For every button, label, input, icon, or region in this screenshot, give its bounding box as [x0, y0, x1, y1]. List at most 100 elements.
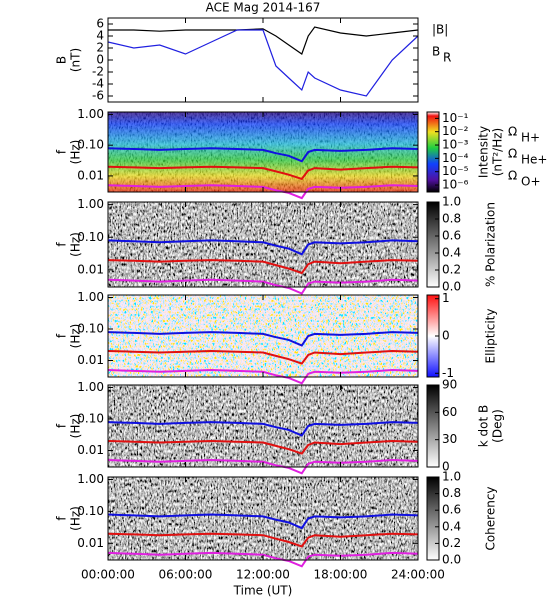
- y-tick-label: 6: [96, 17, 104, 31]
- y-tick-label: 1.00: [77, 197, 104, 211]
- data-line: [107, 349, 419, 365]
- colorbar-tick-label: 1.0: [442, 470, 461, 484]
- data-line: [107, 165, 419, 181]
- y-tick-label: 1.00: [77, 107, 104, 121]
- x-tick-label: 00:00:00: [81, 568, 135, 582]
- colorbar: [426, 201, 440, 288]
- y-tick-label: 0.10: [77, 504, 104, 518]
- colorbar-label: Coherency: [484, 486, 498, 550]
- colorbar-tick-label: 90: [442, 378, 457, 392]
- legend-label: B: [432, 45, 440, 59]
- legend-label: Ω: [508, 125, 517, 139]
- spectrogram-texture: [108, 477, 418, 560]
- y-tick-label: 1.00: [77, 472, 104, 486]
- data-line: [107, 239, 419, 256]
- y-tick-label: 0.01: [77, 168, 104, 182]
- y-tick-label: -6: [92, 89, 104, 103]
- legend-subscript: He+: [521, 153, 547, 167]
- y-tick-label: 0.10: [77, 412, 104, 426]
- colorbar-tick-label: 30: [442, 432, 457, 446]
- colorbar-tick-label: 1.0: [442, 195, 461, 209]
- legend-subscript: H+: [521, 131, 540, 145]
- colorbar-tick-label: 0.4: [442, 246, 461, 260]
- data-line: [107, 331, 419, 347]
- colorbar-tick-label: 0.6: [442, 503, 461, 517]
- colorbar-tick-label: 0.8: [442, 212, 461, 226]
- y-tick-label: 0.01: [77, 443, 104, 457]
- y-axis-label: (Hz): [69, 506, 83, 531]
- spectrogram-texture: [108, 385, 418, 467]
- y-axis-label: (nT): [69, 48, 83, 72]
- legend-subscript: O+: [521, 175, 541, 189]
- colorbar-tick-label: 0.4: [442, 519, 461, 533]
- colorbar-tick-label: 0.8: [442, 486, 461, 500]
- legend-label: Ω: [508, 147, 517, 161]
- colorbar-tick-label: 0.0: [442, 280, 461, 294]
- y-tick-label: 0.10: [77, 138, 104, 152]
- legend-subscript: R: [443, 51, 451, 65]
- data-line: [107, 421, 419, 437]
- legend-label: |B|: [432, 23, 448, 37]
- y-axis-label: B: [55, 56, 69, 64]
- y-tick-label: 1.00: [77, 290, 104, 304]
- y-tick-label: 0.10: [77, 230, 104, 244]
- colorbar: [426, 476, 440, 561]
- data-line: [108, 26, 419, 55]
- data-line: [107, 439, 419, 455]
- colorbar-tick-label: 0: [442, 329, 450, 343]
- spectrogram-texture: [108, 202, 418, 287]
- colorbar-label: (Deg): [491, 409, 505, 443]
- y-axis-label: (Hz): [69, 140, 83, 165]
- spectrogram-texture: [108, 112, 418, 192]
- chart-title: ACE Mag 2014-167: [206, 1, 321, 15]
- y-axis-label: f: [55, 423, 69, 428]
- data-line: [107, 29, 419, 97]
- colorbar: [426, 111, 440, 193]
- colorbar: [426, 384, 440, 468]
- x-tick-label: 12:00:00: [236, 568, 290, 582]
- colorbar-tick-label: 10⁻⁴: [442, 151, 469, 165]
- colorbar-tick-label: 10⁻²: [442, 124, 469, 138]
- y-tick-label: 2: [96, 41, 104, 55]
- x-axis-label: Time (UT): [233, 584, 293, 598]
- colorbar-tick-label: 0.2: [442, 263, 461, 277]
- y-axis-label: f: [55, 149, 69, 154]
- colorbar-tick-label: 0.2: [442, 536, 461, 550]
- y-axis-label: (Hz): [69, 232, 83, 257]
- y-tick-label: -2: [92, 65, 104, 79]
- y-tick-label: 1.00: [77, 380, 104, 394]
- x-tick-label: 06:00:00: [159, 568, 213, 582]
- data-line: [107, 259, 419, 275]
- data-line: [107, 513, 419, 530]
- colorbar-label: k dot B: [477, 405, 491, 447]
- colorbar-tick-label: 0: [442, 460, 450, 474]
- colorbar-tick-label: 10⁻³: [442, 138, 469, 152]
- colorbar-tick-label: 1: [442, 291, 450, 305]
- y-tick-label: 0.01: [77, 262, 104, 276]
- y-axis-label: (Hz): [69, 414, 83, 439]
- x-tick-label: 24:00:00: [391, 568, 445, 582]
- colorbar-tick-label: 60: [442, 405, 457, 419]
- data-line: [107, 147, 419, 163]
- legend-label: Ω: [508, 169, 517, 183]
- y-axis-label: f: [55, 333, 69, 338]
- x-tick-label: 18:00:00: [314, 568, 368, 582]
- y-axis-label: (Hz): [69, 324, 83, 349]
- y-tick-label: 0.10: [77, 322, 104, 336]
- colorbar-tick-label: -1: [442, 366, 454, 380]
- colorbar-tick-label: 10⁻⁶: [442, 178, 469, 192]
- y-tick-label: -4: [92, 77, 104, 91]
- y-tick-label: 4: [96, 29, 104, 43]
- colorbar-tick-label: 0.0: [442, 553, 461, 567]
- colorbar-tick-label: 10⁻⁵: [442, 164, 469, 178]
- y-tick-label: 0: [96, 53, 104, 67]
- y-axis-label: f: [55, 242, 69, 247]
- colorbar-label: Ellipticity: [484, 309, 498, 364]
- colorbar-tick-label: 10⁻¹: [442, 111, 469, 125]
- data-line: [107, 532, 419, 548]
- colorbar-label: % Polarization: [484, 202, 498, 287]
- colorbar-tick-label: 0.6: [442, 229, 461, 243]
- colorbar-label: (nT²/Hz): [491, 128, 505, 176]
- y-tick-label: 0.01: [77, 536, 104, 550]
